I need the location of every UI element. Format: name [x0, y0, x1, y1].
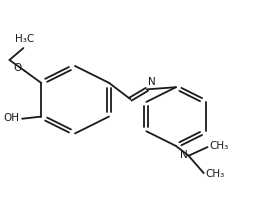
Text: N: N	[148, 77, 156, 87]
Text: H₃C: H₃C	[15, 34, 34, 44]
Text: O: O	[13, 63, 21, 73]
Text: CH₃: CH₃	[210, 141, 229, 151]
Text: CH₃: CH₃	[206, 169, 225, 179]
Text: N: N	[179, 150, 187, 160]
Text: OH: OH	[4, 113, 20, 123]
